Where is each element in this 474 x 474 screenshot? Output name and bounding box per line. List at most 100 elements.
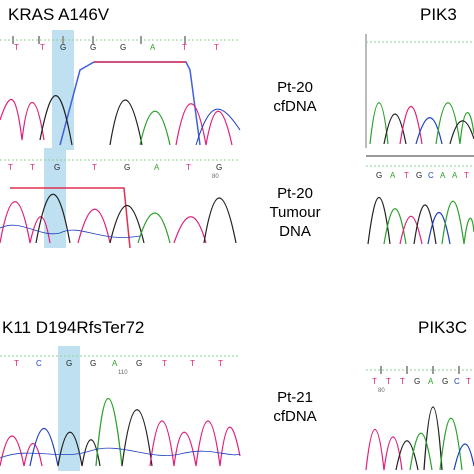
kras-tumour-trace-a xyxy=(137,212,171,244)
base-letter: G xyxy=(414,377,420,386)
stk11-trace-t xyxy=(0,435,43,467)
base-letter: A xyxy=(150,43,156,52)
base-letter: A xyxy=(154,163,160,172)
base-letter: A xyxy=(452,171,458,180)
base-mark xyxy=(380,366,382,374)
pt21-cfdna-line1: Pt-21 xyxy=(277,389,313,406)
stk11-trace-g xyxy=(57,431,101,467)
pik3c-trace-a2 xyxy=(439,417,463,471)
ruler-number: 80 xyxy=(212,174,219,180)
pik3-tumour-trace-g2 xyxy=(413,204,437,245)
pik3-tumour-trace-a2 xyxy=(441,200,474,245)
kras-tumour-trace-t xyxy=(0,201,51,244)
base-letter: A xyxy=(428,377,434,386)
stk11-trace-c xyxy=(29,428,59,467)
kras-cfdna-trace-t2 xyxy=(175,103,233,146)
base-letter: T xyxy=(466,377,471,386)
base-letter: T xyxy=(40,43,45,52)
base-letter: T xyxy=(372,377,377,386)
pik3c-trace-c xyxy=(453,443,474,471)
base-letter: G xyxy=(136,359,142,368)
stk11-title: K11 D194RfsTer72 xyxy=(2,318,145,337)
kras-tumour-trace-t2 xyxy=(77,208,111,244)
base-letter: G xyxy=(416,171,422,180)
base-letter: G xyxy=(376,171,382,180)
ruler-number: 110 xyxy=(118,370,128,376)
pik3-cfdna-trace-t xyxy=(399,106,423,145)
base-letter: T xyxy=(400,377,405,386)
pik3-cfdna-trace-g2 xyxy=(449,120,474,145)
stk11-highlight xyxy=(58,346,80,471)
pt20-cfdna-line1: Pt-20 xyxy=(277,79,313,96)
pt20-cfdna-line2: cfDNA xyxy=(273,98,317,115)
base-letter: G xyxy=(120,43,126,52)
kras-cfdna-trace-t xyxy=(0,99,45,141)
pik3-tumour-chromatogram: G A T G C A A T xyxy=(366,155,474,245)
kras-tumour-trace-c xyxy=(0,224,141,238)
stk11-chromatogram: T C G G A G T T T 110 xyxy=(0,346,241,471)
base-letter: A xyxy=(390,171,396,180)
base-letter: T xyxy=(182,43,187,52)
base-letter: T xyxy=(92,163,97,172)
kras-tumour-highlight xyxy=(44,148,66,248)
pt20-tumour-line3: DNA xyxy=(279,223,311,240)
pik3c-trace-g2 xyxy=(423,406,443,471)
pt20-cfdna-label: Pt-20 cfDNA xyxy=(250,78,340,116)
stk11-trace-a xyxy=(95,397,123,467)
kras-cfdna-trace-g xyxy=(39,95,73,146)
kras-tumour-chromatogram: T T G T G A T G 80 xyxy=(0,148,240,249)
pik3c-trace-g xyxy=(395,440,419,471)
base-mark xyxy=(406,366,408,374)
kras-tumour-red-line xyxy=(10,187,131,249)
kras-title: KRAS A146V xyxy=(8,5,110,24)
kras-tumour-trace-g2 xyxy=(109,205,145,244)
base-letter: C xyxy=(454,377,460,386)
pik3-cfdna-trace-g xyxy=(383,113,407,145)
stk11-trace-g2 xyxy=(121,409,153,467)
kras-cfdna-trace-a xyxy=(139,110,171,146)
base-letter: A xyxy=(112,359,118,368)
pt20-tumour-label: Pt-20 Tumour DNA xyxy=(250,184,340,241)
kras-cfdna-chromatogram: T T G G G A T T xyxy=(0,30,241,150)
kras-tumour-trace-g3 xyxy=(203,197,237,244)
base-letter: A xyxy=(440,171,446,180)
base-letter: G xyxy=(442,377,448,386)
base-letter: G xyxy=(54,163,60,172)
stk11-trace-c2 xyxy=(0,447,241,459)
pik3c-trace-t xyxy=(365,429,403,471)
base-letter: C xyxy=(36,359,42,368)
base-letter: G xyxy=(60,43,66,52)
base-letter: T xyxy=(464,171,469,180)
base-letter: T xyxy=(14,43,19,52)
pik3-tumour-trace-c xyxy=(427,211,451,245)
kras-tumour-bases: T T G T G A T G 80 xyxy=(8,163,222,180)
base-mark xyxy=(38,36,40,44)
base-letter: T xyxy=(8,163,13,172)
ruler-number: 80 xyxy=(378,388,385,394)
base-letter: T xyxy=(404,171,409,180)
stk11-trace-t2 xyxy=(149,420,241,467)
base-mark xyxy=(12,36,14,44)
pt20-tumour-line2: Tumour xyxy=(269,204,321,221)
base-letter: T xyxy=(190,359,195,368)
pik3c-bases: T T T G A G C T 80 xyxy=(372,377,471,394)
pik3-bottom-title: PIK3C xyxy=(418,318,468,337)
pik3-cfdna-trace-c xyxy=(415,117,443,145)
stk11-bases: T C G G A G T T T 110 xyxy=(14,359,223,376)
pt21-cfdna-line2: cfDNA xyxy=(273,408,317,425)
kras-cfdna-trace-c xyxy=(195,108,241,146)
pik3-tumour-bases: G A T G C A A T xyxy=(376,171,469,180)
pik3-cfdna-trace-a xyxy=(369,102,389,145)
base-mark xyxy=(432,366,434,374)
base-letter: T xyxy=(30,163,35,172)
base-letter: G xyxy=(66,359,72,368)
pt21-cfdna-label: Pt-21 cfDNA xyxy=(250,388,340,426)
base-letter: T xyxy=(386,377,391,386)
pt20-tumour-line1: Pt-20 xyxy=(277,185,313,202)
base-mark xyxy=(92,36,94,44)
pik3-tumour-trace-a xyxy=(383,208,407,245)
kras-tumour-trace-g xyxy=(35,193,71,244)
base-letter: T xyxy=(162,359,167,368)
pik3-cfdna-chromatogram xyxy=(365,34,474,148)
pik3-tumour-trace-t xyxy=(399,215,423,245)
